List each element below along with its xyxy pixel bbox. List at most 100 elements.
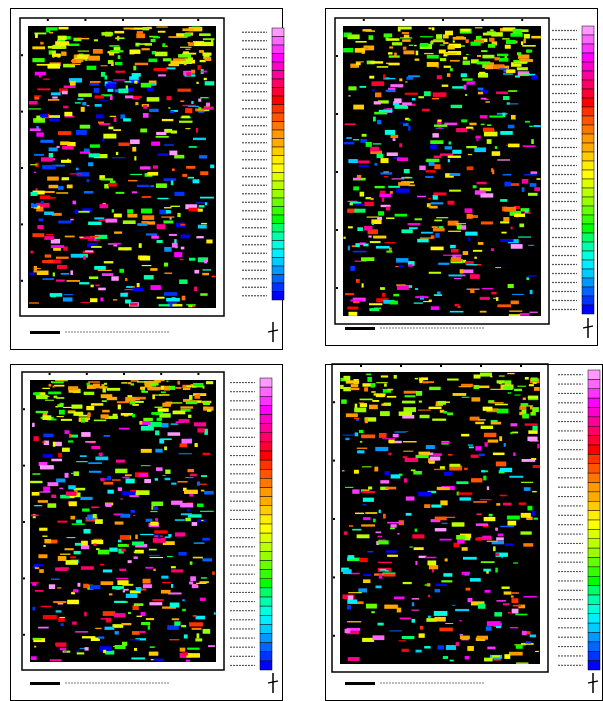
contour-patch	[52, 382, 64, 384]
contour-patch	[355, 41, 366, 43]
contour-patch	[197, 504, 203, 507]
contour-patch	[358, 588, 367, 592]
contour-patch	[30, 128, 41, 131]
contour-patch	[133, 515, 135, 516]
contour-patch	[29, 273, 34, 276]
contour-patch	[519, 59, 533, 62]
contour-patch	[449, 190, 461, 192]
contour-patch	[382, 198, 385, 202]
contour-patch	[434, 125, 447, 127]
contour-patch	[89, 153, 100, 157]
contour-patch	[124, 589, 129, 591]
frame-tick	[336, 55, 338, 57]
legend-swatch	[260, 588, 272, 597]
contour-patch	[521, 513, 531, 518]
contour-patch	[101, 581, 114, 585]
contour-patch	[403, 582, 412, 584]
contour-patch	[70, 556, 76, 558]
contour-patch	[128, 180, 137, 182]
contour-patch	[56, 610, 62, 612]
contour-patch	[109, 45, 119, 47]
contour-patch	[481, 426, 493, 429]
contour-patch	[478, 88, 484, 91]
contour-patch	[88, 222, 101, 225]
contour-patch	[31, 656, 37, 660]
contour-patch	[427, 560, 436, 565]
contour-patch	[113, 299, 117, 301]
contour-patch	[180, 444, 188, 448]
contour-patch	[194, 270, 199, 274]
contour-patch	[84, 612, 87, 617]
contour-patch	[70, 81, 76, 86]
contour-patch	[527, 631, 531, 634]
frame-tick	[23, 521, 25, 523]
contour-patch	[419, 166, 425, 171]
legend-swatch	[272, 241, 284, 250]
legend-swatch	[272, 224, 284, 233]
contour-patch	[354, 408, 366, 413]
contour-patch	[406, 77, 413, 80]
contour-patch	[415, 288, 418, 290]
contour-patch	[204, 107, 214, 110]
contour-patch	[58, 453, 62, 458]
contour-patch	[402, 649, 409, 652]
legend-swatch	[260, 469, 272, 478]
contour-patch	[465, 232, 477, 236]
contour-patch	[103, 134, 116, 139]
contour-patch	[399, 143, 402, 147]
contour-patch	[134, 81, 137, 84]
contour-patch	[135, 535, 138, 540]
contour-patch	[122, 642, 127, 646]
contour-patch	[499, 436, 502, 441]
contour-patch	[397, 286, 409, 290]
contour-patch	[424, 504, 430, 508]
contour-patch	[141, 208, 152, 213]
contour-patch	[139, 243, 142, 248]
contour-patch	[192, 26, 200, 27]
contour-patch	[528, 193, 538, 196]
contour-patch	[57, 404, 63, 407]
contour-patch	[488, 440, 499, 443]
contour-patch	[49, 153, 53, 158]
contour-patch	[534, 187, 540, 191]
contour-patch	[93, 384, 100, 389]
contour-patch	[44, 191, 54, 193]
contour-patch	[396, 258, 408, 263]
contour-patch	[446, 645, 456, 650]
contour-patch	[411, 619, 415, 623]
contour-patch	[480, 311, 487, 313]
scale-bar	[345, 682, 375, 685]
contour-patch	[416, 455, 429, 458]
contour-patch	[371, 391, 375, 393]
contour-patch	[432, 419, 446, 421]
contour-patch	[353, 105, 364, 110]
contour-patch	[508, 284, 514, 288]
contour-patch	[374, 467, 378, 472]
frame-tick	[86, 373, 88, 375]
contour-patch	[95, 519, 103, 524]
contour-patch	[45, 400, 54, 401]
contour-patch	[153, 36, 160, 38]
contour-patch	[88, 381, 100, 382]
contour-patch	[44, 539, 51, 543]
contour-patch	[444, 472, 453, 476]
contour-patch	[528, 396, 538, 398]
contour-patch	[193, 383, 204, 386]
frame-tick	[123, 373, 125, 375]
contour-patch	[445, 146, 452, 149]
contour-patch	[211, 40, 213, 42]
contour-patch	[66, 280, 80, 282]
contour-patch	[202, 558, 212, 561]
contour-patch	[429, 272, 441, 274]
contour-patch	[442, 523, 448, 524]
contour-patch	[437, 645, 444, 649]
scale-bar	[30, 682, 60, 685]
contour-patch	[417, 239, 428, 243]
contour-patch	[377, 154, 384, 158]
contour-patch	[481, 50, 487, 52]
contour-patch	[473, 501, 487, 503]
contour-patch	[38, 500, 48, 503]
contour-patch	[380, 480, 389, 483]
contour-patch	[200, 598, 206, 601]
contour-patch	[36, 395, 48, 399]
